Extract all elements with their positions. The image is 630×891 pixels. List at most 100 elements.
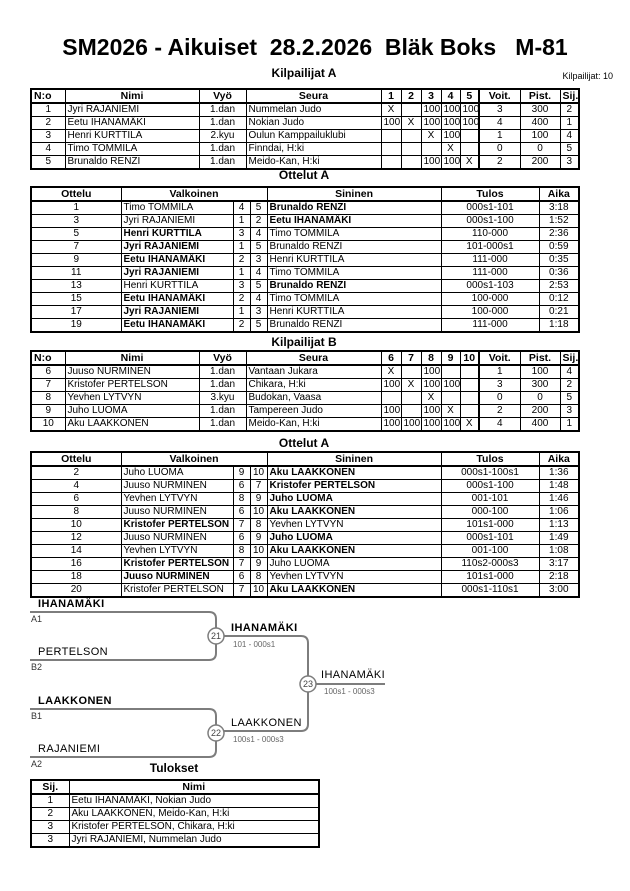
place-number: 3 (559, 404, 580, 418)
competitor-name: Henri KURTTILA (64, 129, 200, 143)
table-row: 3 Kristofer PERTELSON, Chikara, H:ki (30, 820, 320, 834)
white-competitor-number: 6 (232, 479, 251, 493)
blue-competitor-number: 5 (249, 200, 268, 215)
white-competitor-number: 2 (232, 292, 251, 306)
results-title: Tulokset (149, 761, 199, 775)
col-header-3: 3 (420, 88, 442, 104)
col-header-white: Valkoinen (120, 186, 268, 202)
match-time: 3:17 (538, 557, 580, 571)
competitor-number: 1 (30, 102, 66, 117)
competitor-belt: 1.dan (198, 364, 247, 379)
match-number: 4 (30, 479, 122, 493)
match-time: 0:35 (538, 253, 580, 267)
pool-result-cell: 100 (400, 417, 422, 432)
competitor-number: 4 (30, 142, 66, 156)
col-header-8: 8 (420, 350, 442, 366)
pool-result-cell (380, 129, 402, 143)
match-result: 101-000s1 (440, 240, 540, 254)
table-row: 15 Eetu IHANAMÄKI 2 4 Timo TOMMILA 100-000 0:1… (30, 292, 580, 306)
match-result: 111-000 (440, 318, 540, 333)
col-header-5: 5 (459, 88, 480, 104)
col-header-4: 4 (440, 88, 461, 104)
white-competitor-name: Kristofer PERTELSON (120, 557, 234, 571)
white-competitor-name: Henri KURTTILA (120, 279, 234, 293)
match-number: 19 (30, 318, 122, 333)
bracket-seed-a2-code: A2 (31, 759, 43, 769)
col-header-2: 2 (400, 88, 422, 104)
table-row: 1 Eetu IHANAMÄKI, Nokian Judo (30, 793, 320, 808)
white-competitor-number: 9 (232, 465, 251, 480)
table-row: 9 Eetu IHANAMÄKI 2 3 Henri KURTTILA 111-000 0:… (30, 253, 580, 267)
table-row: 3 Jyri RAJANIEMI 1 2 Eetu IHANAMÄKI 000s1-100… (30, 214, 580, 228)
table-row: 12 Juuso NURMINEN 6 9 Juho LUOMA 000s1-101 1:4… (30, 531, 580, 545)
points-count: 300 (519, 378, 561, 392)
blue-competitor-name: Juho LUOMA (266, 531, 442, 545)
table-row: 16 Kristofer PERTELSON 7 9 Juho LUOMA 110s2-0… (30, 557, 580, 571)
pool-result-cell: X (440, 142, 461, 156)
pool-result-cell: X (400, 378, 422, 392)
col-header-10: 10 (459, 350, 480, 366)
competitor-number: 8 (30, 391, 66, 405)
match-number: 5 (30, 227, 122, 241)
bracket-semi2-score: 100s1 - 000s3 (233, 735, 284, 744)
place-number: 4 (559, 364, 580, 379)
final-name: Jyri RAJANIEMI, Nummelan Judo (68, 833, 320, 848)
pool-result-cell: 100 (420, 378, 442, 392)
pool-result-cell: 100 (420, 417, 442, 432)
table-row: 4 Timo TOMMILA 1.dan Finndai, H:ki X 0 0 5 (30, 142, 580, 156)
competitor-club: Chikara, H:ki (245, 378, 382, 392)
blue-competitor-number: 3 (249, 253, 268, 267)
match-result: 101s1-000 (440, 570, 540, 584)
pool-result-cell (459, 142, 480, 156)
match-number: 14 (30, 544, 122, 558)
col-header-points: Pist. (519, 88, 561, 104)
col-header-white: Valkoinen (120, 451, 268, 467)
white-competitor-name: Eetu IHANAMÄKI (120, 253, 234, 267)
match-time: 1:49 (538, 531, 580, 545)
competitor-club: Meido-Kan, H:ki (245, 417, 382, 432)
pool-result-cell: X (380, 102, 402, 117)
blue-competitor-number: 10 (249, 544, 268, 558)
place-number: 4 (559, 129, 580, 143)
competitor-belt: 1.dan (198, 417, 247, 432)
competitor-name: Kristofer PERTELSON (64, 378, 200, 392)
white-competitor-name: Jyri RAJANIEMI (120, 240, 234, 254)
white-competitor-number: 8 (232, 544, 251, 558)
match-result: 111-000 (440, 266, 540, 280)
pool-result-cell (459, 404, 480, 418)
pool-b-title: Kilpailijat B (271, 335, 337, 349)
bracket-seed-a1-name: IHANAMÄKI (38, 598, 105, 610)
table-row: 5 Brunaldo RENZI 1.dan Meido-Kan, H:ki 100 10… (30, 155, 580, 170)
competitor-number: 5 (30, 155, 66, 170)
blue-competitor-name: Juho LUOMA (266, 557, 442, 571)
bracket-line-semi2-winner (224, 692, 309, 732)
table-row: 14 Yevhen LYTVYN 8 10 Aku LAAKKONEN 001-100 1:… (30, 544, 580, 558)
col-header-match: Ottelu (30, 186, 122, 202)
pool-result-cell (400, 391, 422, 405)
competitor-belt: 1.dan (198, 116, 247, 130)
match-number: 17 (30, 305, 122, 319)
matches-b-title: Ottelut A (278, 436, 330, 450)
match-21-node (207, 627, 225, 645)
competitor-name: Juuso NURMINEN (64, 364, 200, 379)
match-number: 6 (30, 492, 122, 506)
wins-count: 4 (478, 116, 521, 130)
white-competitor-name: Juuso NURMINEN (120, 505, 234, 519)
match-number: 3 (30, 214, 122, 228)
table-row: 6 Yevhen LYTVYN 8 9 Juho LUOMA 001-101 1:46 (30, 492, 580, 506)
match-time: 1:08 (538, 544, 580, 558)
white-competitor-name: Yevhen LYTVYN (120, 492, 234, 506)
pool-result-cell: X (459, 155, 480, 170)
place-number: 1 (559, 116, 580, 130)
table-row: 10 Kristofer PERTELSON 7 8 Yevhen LYTVYN 101s… (30, 518, 580, 532)
header-row: Sij. Nimi (30, 779, 320, 795)
pool-result-cell: 100 (459, 116, 480, 130)
wins-count: 3 (478, 378, 521, 392)
pool-result-cell: X (400, 116, 422, 130)
blue-competitor-name: Eetu IHANAMÄKI (266, 214, 442, 228)
col-header-wins: Voit. (478, 350, 521, 366)
match-result: 000s1-101 (440, 200, 540, 215)
place-number: 2 (559, 378, 580, 392)
col-header-result: Tulos (440, 451, 540, 467)
bracket-line-a1 (30, 611, 217, 628)
